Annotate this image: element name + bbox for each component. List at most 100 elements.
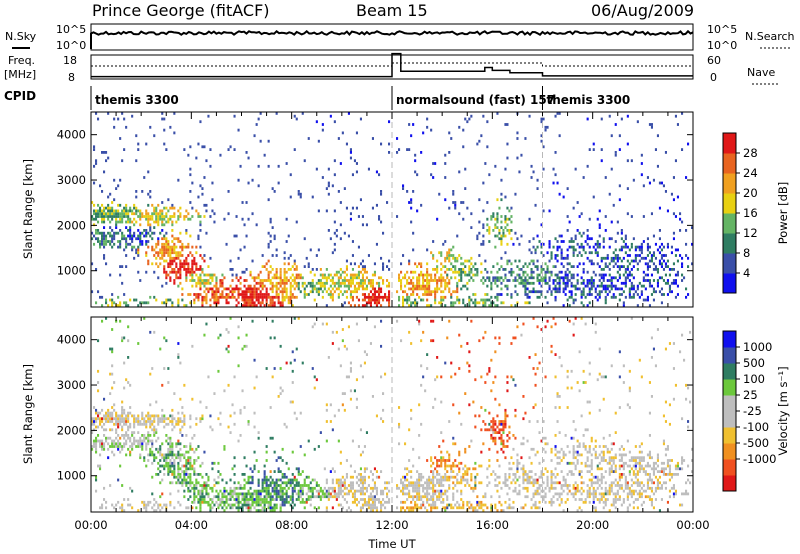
range-gate-cell [434,290,437,294]
range-gate-cell [123,301,126,305]
range-gate-cell [456,478,459,482]
range-gate-cell [480,134,483,138]
range-gate-cell [436,464,439,468]
range-gate-cell [494,506,497,510]
range-gate-cell [687,293,690,296]
range-gate-cell [408,484,411,487]
range-gate-cell [488,226,491,229]
range-gate-cell [436,279,439,282]
range-gate-cell [167,447,170,451]
range-gate-cell [149,414,152,418]
range-gate-cell [500,237,503,241]
range-gate-cell [408,495,411,499]
range-gate-cell [378,293,381,296]
range-gate-cell [209,425,212,429]
range-gate-cell [171,223,174,227]
range-gate-cell [412,464,415,468]
range-gate-cell [285,162,288,165]
range-gate-cell [195,486,198,490]
range-gate-cell [365,276,368,280]
range-gate-cell [243,406,246,409]
range-gate-cell [153,212,156,216]
range-gate-cell [530,270,533,274]
range-gate-cell [462,506,465,510]
range-gate-cell [574,167,577,171]
range-gate-cell [478,231,481,235]
range-gate-cell [121,112,124,115]
range-gate-cell [556,259,559,263]
range-gate-cell [672,212,675,216]
power-colorbar-tick-label: 28 [743,146,758,160]
range-gate-cell [265,298,268,302]
range-gate-cell [145,301,148,305]
range-gate-cell [378,173,381,177]
range-gate-cell [582,290,585,294]
range-gate-cell [444,198,447,202]
range-gate-cell [211,489,214,493]
range-gate-cell [462,475,465,479]
range-gate-cell [209,287,212,291]
range-gate-cell [440,484,443,487]
range-gate-cell [311,367,314,370]
range-gate-cell [444,295,447,299]
range-gate-cell [97,290,100,294]
range-gate-cell [502,301,505,305]
range-gate-cell [498,229,501,232]
range-gate-cell [111,417,114,421]
range-gate-cell [257,503,260,507]
range-gate-cell [636,254,639,257]
range-gate-cell [598,295,601,299]
range-gate-cell [141,215,144,218]
range-gate-cell [209,215,212,218]
range-gate-cell [476,509,479,512]
range-gate-cell [474,506,477,510]
range-gate-cell [305,484,308,487]
range-gate-cell [440,281,443,285]
range-gate-cell [219,153,222,157]
range-gate-cell [121,159,124,163]
range-gate-cell [199,506,202,510]
range-gate-cell [494,279,497,282]
range-gate-cell [153,456,156,460]
range-gate-cell [622,245,625,249]
range-gate-cell [177,268,180,271]
range-gate-cell [496,212,499,216]
range-gate-cell [165,434,168,437]
range-gate-cell [490,420,493,423]
range-gate-cell [227,295,230,299]
range-gate-cell [201,486,204,490]
range-gate-cell [201,298,204,302]
range-gate-cell [125,245,128,249]
range-gate-cell [221,293,224,296]
range-gate-cell [97,339,100,343]
range-gate-cell [101,417,104,421]
range-gate-cell [101,203,104,207]
range-gate-cell [440,304,443,307]
range-gate-cell [231,290,234,294]
range-gate-cell [373,467,376,471]
range-gate-cell [179,428,182,432]
range-gate-cell [129,242,132,246]
range-gate-cell [666,279,669,282]
range-gate-cell [440,500,443,504]
range-gate-cell [269,503,272,507]
range-gate-cell [363,467,366,471]
range-gate-cell [486,276,489,280]
range-gate-cell [121,209,124,213]
range-gate-cell [183,420,186,423]
range-gate-cell [163,237,166,241]
range-gate-cell [199,484,202,487]
range-gate-cell [239,411,242,415]
range-gate-cell [566,187,569,190]
range-gate-cell [452,190,455,193]
range-gate-cell [452,254,455,257]
range-gate-cell [115,215,118,218]
range-gate-cell [594,273,597,277]
range-gate-cell [239,506,242,510]
range-gate-cell [580,234,583,238]
range-gate-cell [448,475,451,479]
range-gate-cell [422,276,425,280]
range-gate-cell [251,500,254,504]
range-gate-cell [490,434,493,437]
range-gate-cell [263,500,266,504]
